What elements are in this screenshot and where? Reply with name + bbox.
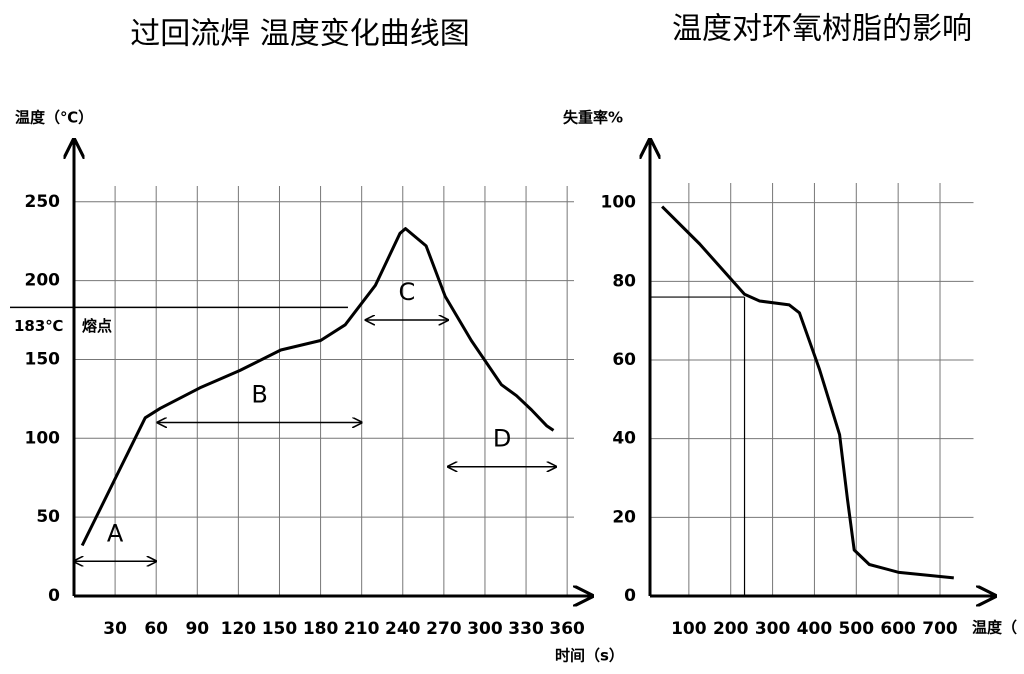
x-axis-title: 时间（s） bbox=[555, 647, 624, 665]
chart-title: 温度对环氧树脂的影响 bbox=[672, 12, 972, 47]
phase-label: D bbox=[493, 425, 511, 453]
x-tick-label: 100 bbox=[671, 619, 707, 639]
y-tick-label: 0 bbox=[624, 586, 636, 606]
data-line bbox=[80, 227, 555, 547]
y-tick-label: 200 bbox=[25, 271, 61, 291]
y-tick-label: 250 bbox=[25, 192, 61, 212]
x-tick-label: 500 bbox=[839, 619, 875, 639]
phase-label: B bbox=[251, 381, 267, 409]
x-tick-label: 270 bbox=[426, 619, 462, 639]
y-axis-title: 失重率% bbox=[563, 109, 623, 127]
x-tick-label: 90 bbox=[185, 619, 209, 639]
x-tick-label: 60 bbox=[144, 619, 168, 639]
x-tick-label: 180 bbox=[303, 619, 339, 639]
x-tick-label: 200 bbox=[713, 619, 749, 639]
plot-layer: 30 60 90 120 150 180 210 240 270 300 330 3600501001… bbox=[10, 140, 995, 639]
x-axis-title: 温度（ bbox=[972, 619, 1017, 637]
y-tick-label: 50 bbox=[36, 507, 60, 527]
data-line bbox=[661, 205, 954, 580]
x-tick-label: 30 bbox=[103, 619, 127, 639]
y-tick-label: 100 bbox=[601, 193, 637, 213]
x-tick-label: 600 bbox=[880, 619, 916, 639]
y-axis-title: 温度（℃） bbox=[15, 109, 93, 127]
x-tick-label: 400 bbox=[797, 619, 833, 639]
x-tick-label: 120 bbox=[221, 619, 257, 639]
x-tick-label: 210 bbox=[344, 619, 380, 639]
x-tick-label: 150 bbox=[262, 619, 298, 639]
y-tick-label: 150 bbox=[25, 349, 61, 369]
x-tick-label: 360 bbox=[549, 619, 585, 639]
y-tick-label: 100 bbox=[25, 428, 61, 448]
y-tick-label: 60 bbox=[612, 350, 636, 370]
x-tick-label: 300 bbox=[755, 619, 791, 639]
phase-label: A bbox=[107, 519, 124, 547]
phase-label: C bbox=[398, 278, 415, 306]
y-tick-label: 40 bbox=[612, 429, 636, 449]
y-tick-label: 20 bbox=[612, 507, 636, 527]
melting-label: 183℃ bbox=[14, 317, 63, 335]
x-tick-label: 300 bbox=[467, 619, 503, 639]
chart-title: 过回流焊 温度变化曲线图 bbox=[130, 17, 470, 52]
y-tick-label: 80 bbox=[612, 271, 636, 291]
x-tick-label: 700 bbox=[922, 619, 958, 639]
x-tick-label: 330 bbox=[508, 619, 544, 639]
x-tick-label: 240 bbox=[385, 619, 421, 639]
melting-text: 熔点 bbox=[82, 317, 112, 335]
y-tick-label: 0 bbox=[48, 586, 60, 606]
